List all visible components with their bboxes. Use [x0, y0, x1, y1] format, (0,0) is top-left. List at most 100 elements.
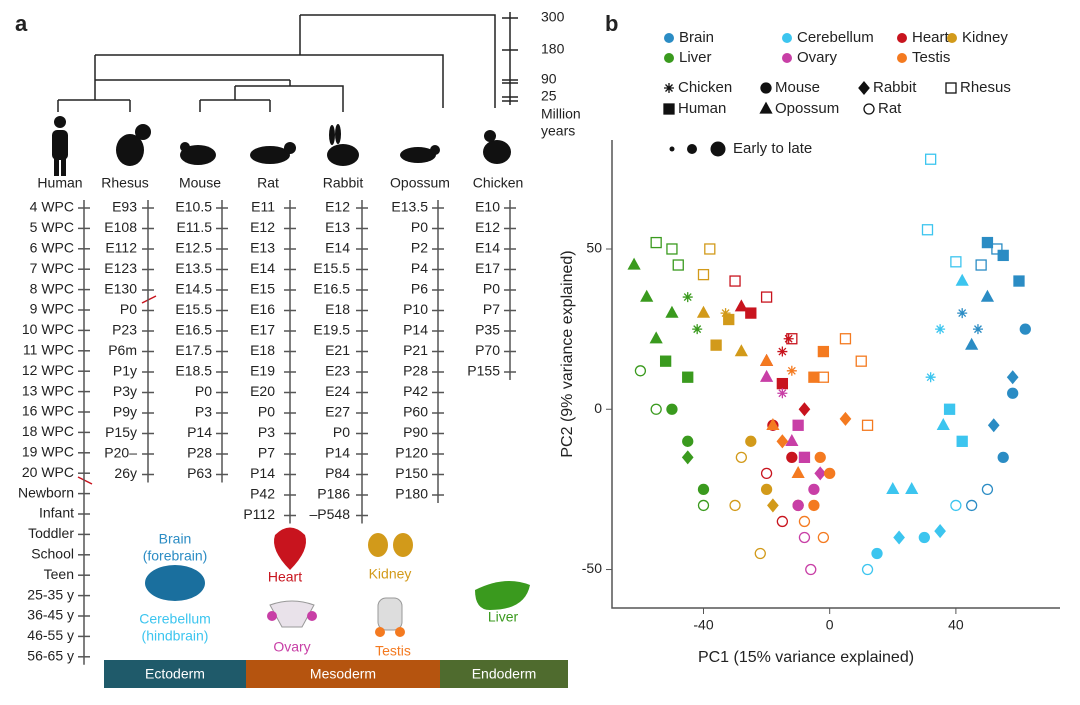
stage-label: 18 WPC: [22, 423, 74, 439]
stage-label: 5 WPC: [30, 219, 74, 235]
point: [934, 524, 946, 539]
point: [997, 451, 1009, 463]
y-tick-label: 0: [594, 400, 602, 416]
germ-layer-label: Mesoderm: [310, 666, 376, 682]
stage-label: E12: [250, 219, 275, 235]
point: [710, 339, 722, 351]
species-name: Mouse: [179, 175, 221, 191]
point: [817, 371, 830, 383]
stage-label: 4 WPC: [30, 199, 74, 215]
species-name: Rhesus: [101, 175, 148, 191]
legend-label: Heart: [912, 29, 950, 46]
legend-label: Liver: [679, 49, 712, 66]
species-name: Human: [37, 175, 82, 191]
point: [696, 305, 711, 318]
panel-label: b: [605, 11, 618, 36]
stage-label: 8 WPC: [30, 280, 74, 296]
point: [1006, 370, 1019, 385]
legend-swatch: [782, 53, 792, 63]
stage-label: E13.5: [391, 199, 428, 215]
stage-label: Toddler: [28, 525, 74, 541]
stage-label: P7: [483, 301, 500, 317]
stage-label: P0: [195, 383, 212, 399]
point: [729, 499, 741, 512]
stage-label: E11: [251, 199, 275, 215]
point: [650, 236, 662, 249]
point: [1013, 275, 1025, 287]
tissue-label: Heart: [268, 569, 302, 585]
point: [786, 451, 798, 463]
stage-label: E14: [475, 240, 500, 256]
stage-label: 46-55 y: [27, 627, 74, 643]
legend-swatch: [897, 33, 907, 43]
stage-label: P70: [475, 342, 500, 358]
point: [1019, 323, 1031, 335]
point: [723, 313, 735, 326]
stage-label: E93: [112, 199, 137, 215]
stage-label: E10: [475, 199, 500, 215]
stage-label: 25-35 y: [27, 586, 74, 602]
point: [943, 403, 956, 415]
scale-label: 90: [541, 71, 557, 87]
stage-label: 10 WPC: [22, 321, 74, 337]
point: [950, 256, 962, 268]
legend-swatch: [897, 53, 907, 63]
stage-label: Teen: [44, 566, 74, 582]
point: [634, 365, 647, 377]
point: [760, 291, 773, 303]
point: [921, 224, 934, 236]
stage-label: E16.5: [175, 322, 212, 338]
stage-label: 26y: [114, 465, 137, 481]
stage-label: E130: [104, 281, 137, 297]
point: [745, 307, 757, 319]
size-legend-dot: [687, 144, 697, 154]
y-tick-label: -50: [582, 560, 602, 576]
stage-label: E12.5: [175, 240, 212, 256]
stage-label: E13.5: [175, 260, 212, 276]
legend-label: Cerebellum: [797, 29, 874, 46]
organ-icons: [145, 527, 530, 637]
germ-layer-bar: [246, 660, 440, 688]
stage-label: P10: [403, 301, 428, 317]
point: [987, 418, 1000, 433]
legend-label: Rat: [878, 100, 902, 117]
stage-label: P28: [187, 445, 212, 461]
point: [966, 499, 978, 512]
point: [955, 273, 969, 286]
stage-label: P35: [475, 322, 500, 338]
stage-label: 7 WPC: [30, 260, 74, 276]
germ-layer-bar: [104, 660, 246, 688]
point: [871, 547, 883, 560]
point: [777, 346, 788, 357]
legend-label: Opossum: [775, 100, 839, 117]
stage-label: E27: [325, 404, 350, 420]
legend-label: Human: [678, 100, 726, 117]
stage-label: E19: [250, 363, 275, 379]
point: [798, 451, 811, 463]
legend-label: Kidney: [962, 29, 1008, 46]
scale-unit: years: [541, 123, 575, 139]
stage-label: P28: [403, 363, 428, 379]
x-tick-label: 40: [948, 617, 964, 633]
stage-label: P42: [403, 383, 428, 399]
point: [935, 324, 946, 335]
stage-label: E11.5: [176, 219, 212, 235]
size-legend-label: Early to late: [733, 140, 812, 157]
stage-label: Infant: [39, 505, 74, 521]
stage-label: P150: [395, 465, 428, 481]
point: [886, 482, 900, 495]
tissue-label: (hindbrain): [142, 628, 209, 644]
tissue-label: Testis: [375, 643, 411, 659]
point: [905, 482, 919, 495]
stage-label: E12: [325, 199, 350, 215]
legend-swatch: [664, 33, 674, 43]
point: [665, 305, 679, 318]
stage-label: E18: [325, 301, 350, 317]
point: [824, 467, 836, 480]
stage-label: P1y: [113, 363, 137, 379]
point: [649, 331, 663, 344]
stage-label: P15y: [105, 424, 137, 440]
stage-label: P90: [403, 424, 428, 440]
legend-swatch: [664, 53, 674, 63]
point: [918, 531, 930, 544]
